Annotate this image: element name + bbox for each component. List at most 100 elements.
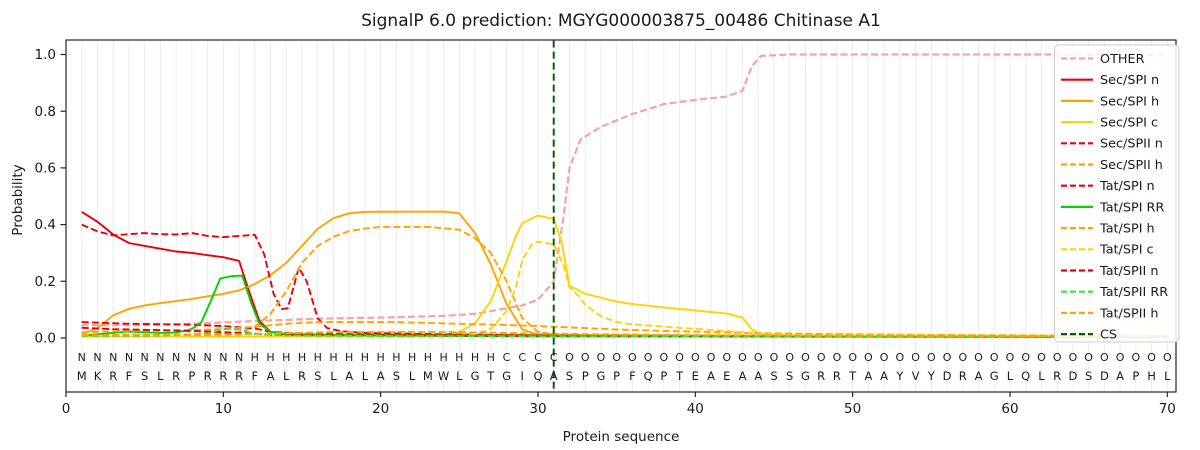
residue-letter: P	[1132, 369, 1139, 383]
residue-letter: A	[707, 369, 715, 383]
region-letter: O	[612, 351, 621, 364]
region-letter: N	[235, 351, 243, 364]
region-letter: O	[833, 351, 842, 364]
region-letter: O	[801, 351, 810, 364]
region-letter: O	[927, 351, 936, 364]
residue-letter: W	[438, 369, 449, 383]
residue-letter: S	[786, 369, 793, 383]
legend: OTHER Sec/SPI n Sec/SPI h Sec/SPI c Sec/SPII…	[1054, 44, 1180, 343]
residue-letter: G	[596, 369, 605, 383]
region-letter: O	[880, 351, 889, 364]
residue-letter: S	[770, 369, 777, 383]
region-letter: H	[408, 351, 416, 364]
region-letter: O	[660, 351, 669, 364]
y-tick-label: 0.8	[35, 104, 56, 120]
region-letter: O	[597, 351, 606, 364]
residue-letter: L	[283, 369, 290, 383]
region-letter: N	[93, 351, 101, 364]
region-letter: H	[282, 351, 290, 364]
residue-letter: P	[188, 369, 195, 383]
x-tick-label: 10	[215, 401, 232, 417]
residue-letter: P	[660, 369, 667, 383]
residue-letter: R	[219, 369, 227, 383]
region-letter: O	[1084, 351, 1093, 364]
region-letter: H	[439, 351, 447, 364]
residue-letter: F	[126, 369, 133, 383]
residue-letter: A	[975, 369, 983, 383]
residue-letter: R	[172, 369, 180, 383]
series-tat-spii-h	[81, 330, 1168, 338]
region-letter: O	[1132, 351, 1141, 364]
region-letter: N	[172, 351, 180, 364]
region-letter: H	[298, 351, 306, 364]
legend-item-label: Tat/SPII n	[1099, 264, 1158, 279]
gridlines	[81, 40, 1168, 392]
residue-letter: Q	[533, 369, 542, 383]
residue-letter: A	[864, 369, 872, 383]
series-tat-spi-c	[81, 240, 1168, 338]
series-sec-spi-n	[81, 210, 1168, 338]
residue-letter: L	[362, 369, 369, 383]
legend-item-label: Tat/SPII RR	[1099, 285, 1168, 300]
residue-letter: G	[990, 369, 999, 383]
region-letter: N	[219, 351, 227, 364]
region-letter: H	[471, 351, 479, 364]
region-letter: N	[141, 351, 149, 364]
region-letter: O	[1053, 351, 1062, 364]
region-letter: H	[361, 351, 369, 364]
region-letter: O	[1021, 351, 1030, 364]
region-letter: H	[392, 351, 400, 364]
residue-letter: L	[1164, 369, 1171, 383]
region-letter: O	[785, 351, 794, 364]
region-letter: O	[990, 351, 999, 364]
region-letter: O	[565, 351, 574, 364]
region-letter: O	[1037, 351, 1046, 364]
residue-letter: L	[1007, 369, 1014, 383]
y-tick-label: 0.4	[35, 217, 56, 233]
legend-item-label: Tat/SPII h	[1099, 306, 1158, 321]
residue-letter: Y	[895, 369, 904, 383]
region-letter: O	[1069, 351, 1078, 364]
residue-letter: T	[486, 369, 495, 383]
residue-letter: D	[1068, 369, 1077, 383]
residue-rows: NMNKNRNFNSNLNRNPNRNRNRHFHAHLHRHSHLHAHLHA…	[77, 351, 1172, 383]
residue-letter: L	[456, 369, 463, 383]
residue-letter: A	[345, 369, 353, 383]
region-letter: O	[943, 351, 952, 364]
legend-item-label: Tat/SPI n	[1099, 179, 1155, 194]
region-letter: O	[1147, 351, 1156, 364]
residue-letter: A	[550, 369, 558, 383]
x-axis-label: Protein sequence	[563, 429, 680, 445]
residue-letter: S	[393, 369, 400, 383]
region-letter: O	[1116, 351, 1125, 364]
residue-letter: Y	[927, 369, 936, 383]
region-letter: O	[848, 351, 857, 364]
region-letter: O	[675, 351, 684, 364]
x-tick-label: 60	[1001, 401, 1018, 417]
region-letter: O	[738, 351, 747, 364]
residue-letter: L	[157, 369, 164, 383]
region-letter: N	[78, 351, 86, 364]
series-sec-spii-n	[81, 223, 1168, 338]
residue-letter: P	[613, 369, 620, 383]
residue-letter: V	[912, 369, 920, 383]
legend-item-label: Tat/SPI c	[1099, 243, 1154, 258]
region-letter: N	[188, 351, 196, 364]
residue-letter: S	[141, 369, 148, 383]
residue-letter: R	[204, 369, 212, 383]
region-letter: H	[314, 351, 322, 364]
residue-letter: T	[848, 369, 857, 383]
residue-letter: D	[943, 369, 952, 383]
region-letter: O	[722, 351, 731, 364]
residue-letter: R	[959, 369, 967, 383]
residue-letter: R	[817, 369, 825, 383]
legend-item-label: Sec/SPI h	[1100, 94, 1159, 109]
y-tick-label: 1.0	[35, 47, 56, 63]
residue-letter: L	[330, 369, 337, 383]
residue-letter: D	[1100, 369, 1109, 383]
region-letter: H	[345, 351, 353, 364]
residue-letter: H	[1147, 369, 1156, 383]
residue-letter: K	[94, 369, 102, 383]
region-letter: H	[455, 351, 463, 364]
